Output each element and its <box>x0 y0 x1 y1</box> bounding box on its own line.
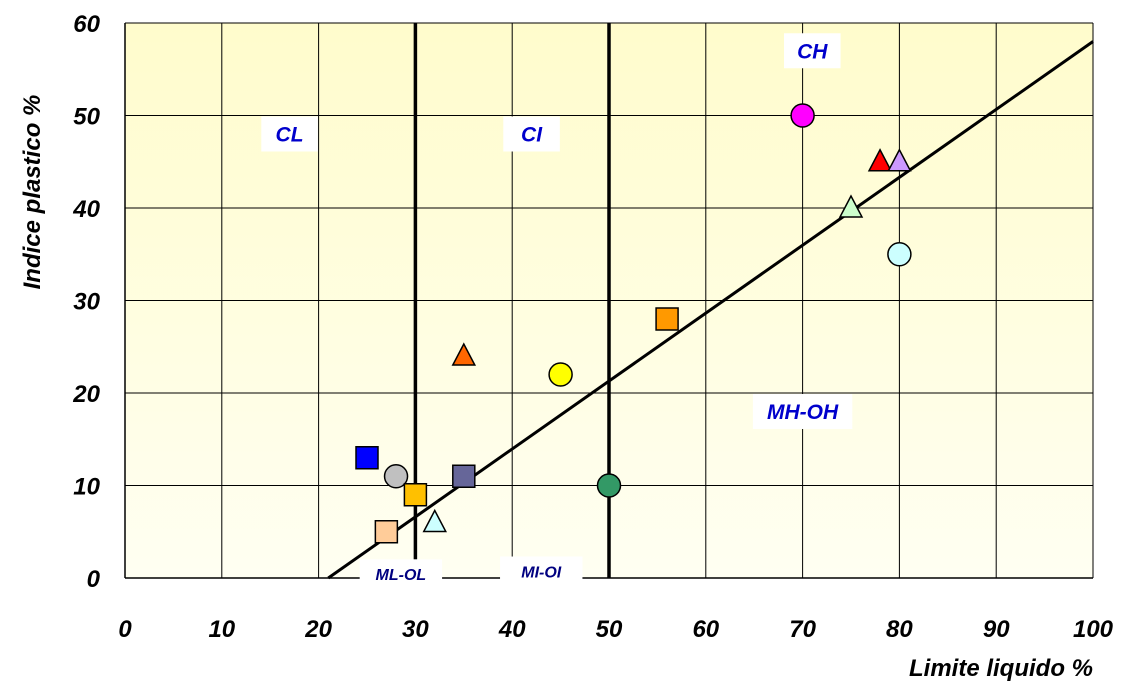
data-point-square <box>403 483 428 507</box>
zone-label-box <box>261 116 318 152</box>
y-tick-label: 50 <box>73 104 100 131</box>
zone-label-box <box>752 394 853 429</box>
data-point-square <box>374 520 399 544</box>
zone-label: CH <box>797 40 828 63</box>
x-tick-labels: 0 10 20 30 40 50 60 70 80 90 100 <box>118 616 1113 643</box>
x-tick-label: 80 <box>886 616 913 643</box>
data-point-circle <box>383 464 409 489</box>
y-axis-title: Indice plastico % <box>19 95 46 290</box>
zone-label-box <box>784 33 841 69</box>
x-tick-label: 30 <box>402 616 429 643</box>
x-axis-title: Limite liquido % <box>909 655 1093 682</box>
zone-label: MH-OH <box>767 401 839 424</box>
x-tick-label: 100 <box>1073 616 1114 643</box>
zone-label: MI-OI <box>521 564 562 581</box>
data-points <box>355 103 912 544</box>
data-point-triangle <box>838 194 864 218</box>
zone-label: CL <box>276 124 304 147</box>
y-tick-labels: 0 10 20 30 40 50 60 <box>72 11 100 593</box>
data-point-square <box>355 446 379 470</box>
data-point-circle <box>887 242 912 267</box>
data-point-triangle <box>887 148 912 172</box>
a-line <box>327 40 1094 580</box>
x-tick-label: 40 <box>498 616 526 643</box>
data-point-circle <box>790 103 815 128</box>
x-tick-label: 50 <box>596 616 623 643</box>
y-tick-label: 20 <box>72 381 100 408</box>
a-line-segment <box>327 40 1094 580</box>
zone-label: CI <box>521 124 543 147</box>
data-point-triangle <box>422 508 447 533</box>
x-tick-label: 60 <box>692 616 719 643</box>
zone-label-box <box>503 116 560 152</box>
data-point-circle <box>596 473 622 498</box>
y-tick-label: 30 <box>73 289 100 316</box>
x-tick-label: 0 <box>118 616 132 643</box>
x-tick-label: 90 <box>983 616 1010 643</box>
data-point-circle <box>548 362 573 387</box>
zone-labels: CL CI CH MH-OH ML-OL MI-OI <box>261 33 853 590</box>
y-tick-label: 0 <box>87 566 101 593</box>
y-tick-label: 10 <box>73 474 100 501</box>
y-tick-label: 60 <box>73 11 100 38</box>
zone-label-box <box>359 559 443 590</box>
zone-label-box <box>500 556 583 587</box>
zone-label: ML-OL <box>376 567 427 584</box>
data-point-triangle <box>867 148 893 172</box>
x-tick-label: 70 <box>789 616 816 643</box>
y-tick-label: 40 <box>72 196 100 223</box>
data-point-square <box>655 307 679 331</box>
x-tick-label: 20 <box>304 616 332 643</box>
data-point-square <box>452 464 476 488</box>
data-point-triangle <box>451 342 477 366</box>
x-tick-label: 10 <box>208 616 235 643</box>
